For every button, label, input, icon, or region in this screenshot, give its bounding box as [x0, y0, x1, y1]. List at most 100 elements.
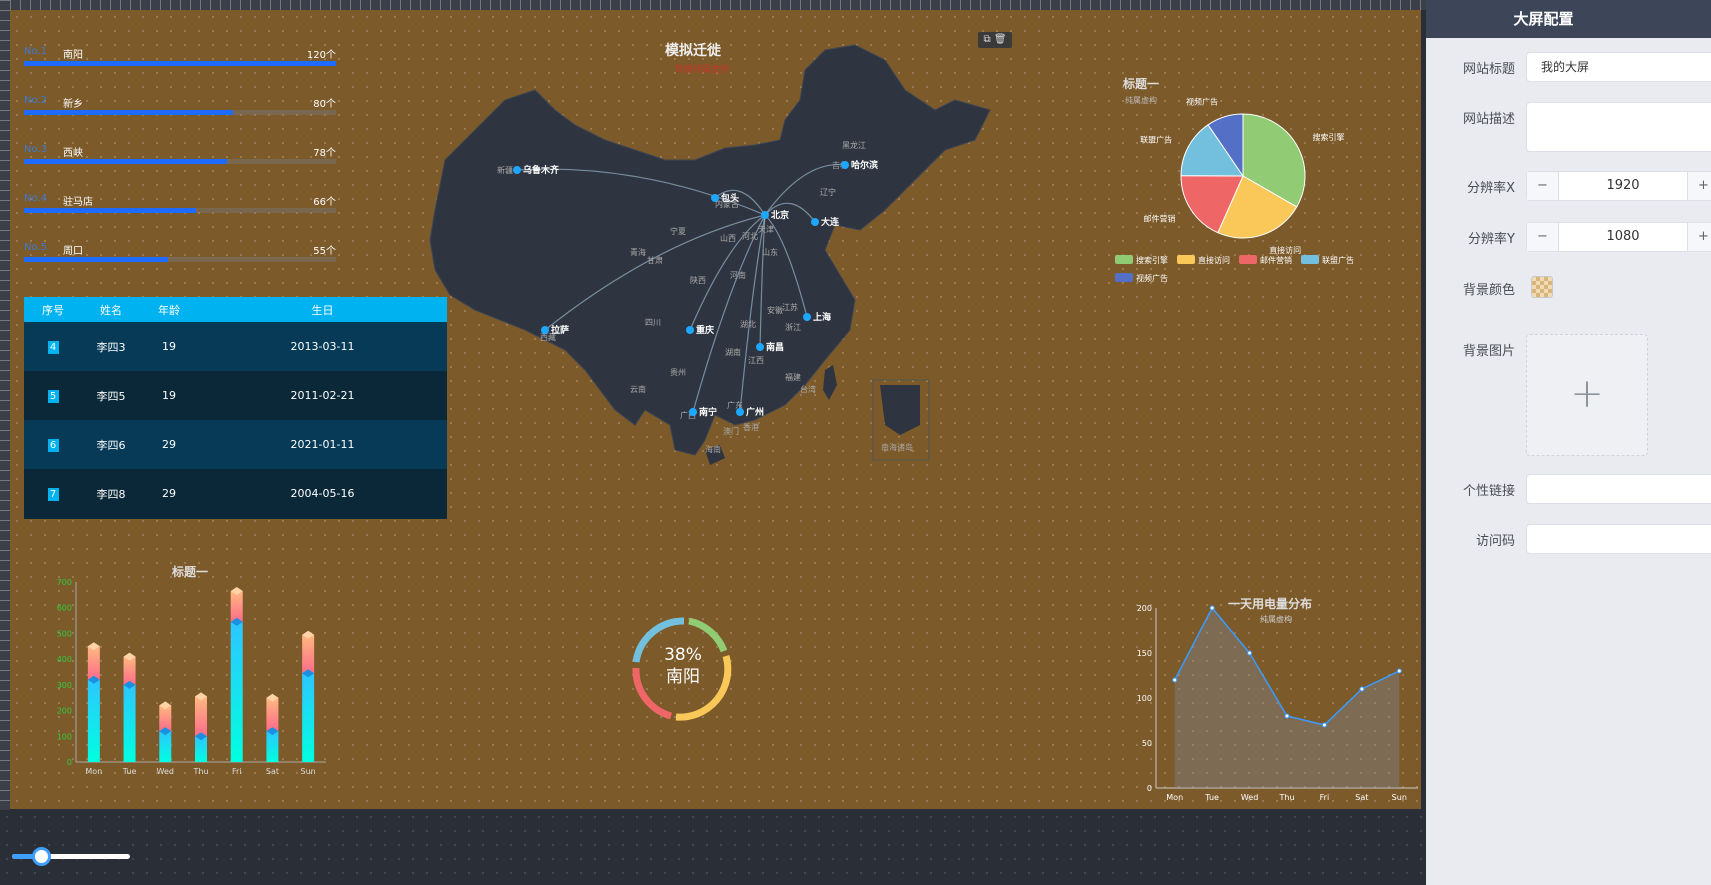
legend-label[interactable]: 视频广告 [1136, 273, 1168, 283]
area-chart-title: 一天用电量分布 [1228, 596, 1312, 611]
bar-upper[interactable] [159, 705, 172, 732]
area-point[interactable] [1396, 668, 1402, 674]
bar-lower[interactable] [123, 684, 136, 762]
area-point[interactable] [1209, 605, 1215, 611]
access-code-label: 访问码 [1475, 534, 1515, 549]
legend-swatch[interactable] [1177, 255, 1195, 264]
res-x-value[interactable]: 1920 [1606, 178, 1640, 193]
area-point[interactable] [1247, 650, 1253, 656]
bar-lower[interactable] [87, 679, 100, 762]
col-header-index: 序号 [42, 303, 64, 317]
bar-x-tick-label: Sun [301, 767, 316, 776]
city-marker[interactable] [689, 408, 697, 416]
res-x-stepper[interactable]: − 1920 + [1526, 171, 1711, 201]
pie-slice[interactable] [1180, 175, 1244, 234]
res-y-value[interactable]: 1080 [1606, 229, 1640, 244]
zoom-slider-track[interactable] [12, 854, 130, 859]
ranking-item: No.3 西峡 78个 [24, 128, 336, 177]
city-marker[interactable] [761, 211, 769, 219]
map-subtitle: 数据纯属虚构 [675, 65, 730, 75]
legend-swatch[interactable] [1115, 255, 1133, 264]
pie-slice[interactable] [1207, 113, 1244, 178]
legend-swatch[interactable] [1239, 255, 1257, 264]
bg-color-picker[interactable] [1531, 276, 1553, 298]
legend-label[interactable]: 直接访问 [1198, 255, 1230, 265]
area-point[interactable] [1172, 677, 1178, 683]
area-point[interactable] [1359, 686, 1365, 692]
city-marker[interactable] [841, 161, 849, 169]
city-marker[interactable] [686, 326, 694, 334]
city-marker[interactable] [803, 313, 811, 321]
ranking-item: No.1 南阳 120个 [24, 30, 336, 79]
copy-icon[interactable]: ⧉ [983, 34, 991, 45]
city-marker[interactable] [756, 343, 764, 351]
area-x-tick-label: Wed [1241, 793, 1258, 802]
map-toolbar[interactable]: ⧉ 🗑 [978, 32, 1012, 48]
bar-upper[interactable] [230, 591, 243, 622]
area-point[interactable] [1284, 713, 1290, 719]
map-title: 模拟迁徙 [665, 43, 721, 59]
bar-lower[interactable] [230, 621, 243, 762]
res-x-increment-button[interactable]: + [1687, 172, 1711, 200]
bar-chart[interactable]: 标题一 0 100 200 300 400 500 600 700 Mon Tue Wed Thu Fr… [30, 560, 350, 790]
area-x-tick-label: Thu [1278, 793, 1294, 802]
pie-slice[interactable] [1242, 113, 1306, 208]
area-x-tick-label: Mon [1166, 793, 1183, 802]
area-point[interactable] [1321, 722, 1327, 728]
table-row[interactable]: 5 李四5 19 2011-02-21 [24, 371, 447, 420]
city-marker[interactable] [811, 218, 819, 226]
legend-swatch[interactable] [1301, 255, 1319, 264]
link-label: 个性链接 [1462, 484, 1515, 499]
province-label: 云南 [630, 384, 646, 394]
legend-label[interactable]: 邮件营销 [1260, 255, 1292, 265]
access-code-input[interactable] [1526, 524, 1711, 554]
cell-birthday: 2013-03-11 [290, 340, 355, 353]
screen-canvas[interactable]: No.1 南阳 120个 No.2 新乡 80个 No.3 西峡 78个 No.4 驻马店 66个 No… [10, 10, 1421, 809]
site-title-input[interactable]: 我的大屏 [1526, 52, 1711, 82]
bar-upper[interactable] [195, 696, 207, 737]
index-badge: 6 [47, 438, 59, 452]
city-marker[interactable] [541, 326, 549, 334]
delete-icon[interactable]: 🗑 [993, 34, 1007, 45]
legend-swatch[interactable] [1115, 273, 1133, 282]
pie-slice[interactable] [1217, 175, 1298, 239]
bar-lower-cap [302, 669, 315, 678]
city-marker[interactable] [513, 166, 521, 174]
bar-lower[interactable] [159, 731, 172, 762]
table-row[interactable]: 6 李四6 29 2021-01-11 [24, 420, 447, 469]
bar-upper-cap [159, 701, 172, 710]
res-y-increment-button[interactable]: + [1687, 223, 1711, 251]
pie-slice[interactable] [1180, 124, 1244, 177]
table-row[interactable]: 7 李四8 29 2004-05-16 [24, 469, 447, 518]
site-desc-textarea[interactable] [1526, 102, 1711, 152]
bar-lower[interactable] [302, 673, 315, 762]
bar-upper[interactable] [302, 634, 315, 674]
city-marker[interactable] [711, 194, 719, 202]
legend-label[interactable]: 联盟广告 [1322, 255, 1354, 265]
data-table[interactable]: 序号 姓名 年龄 生日 4 李四3 19 2013-03-11 5 李四5 19 2011-0… [24, 297, 447, 519]
bar-lower[interactable] [195, 736, 207, 762]
area-chart[interactable]: 一天用电量分布 纯属虚构 0 50 100 150 200 Mon Tue Wed Thu Fri… [1118, 588, 1421, 809]
city-marker[interactable] [736, 408, 744, 416]
bar-lower-cap [195, 732, 207, 741]
china-migration-map[interactable]: 南海诸岛 新疆内蒙古黑龙江吉林辽宁青海甘肃宁夏山西 河北天津山东陕西河南西藏四川湖… [405, 30, 1025, 510]
city-label: 北京 [771, 209, 789, 221]
link-input[interactable] [1526, 474, 1711, 504]
res-y-stepper[interactable]: − 1080 + [1526, 222, 1711, 252]
cell-name: 李四6 [96, 438, 126, 452]
res-x-decrement-button[interactable]: − [1527, 172, 1559, 200]
ranking-value: 120个 [306, 50, 336, 61]
bar-upper[interactable] [266, 697, 279, 732]
area-y-tick-label: 100 [1137, 694, 1152, 703]
legend-label[interactable]: 搜索引擎 [1136, 255, 1168, 265]
bar-upper[interactable] [87, 646, 100, 680]
bar-lower[interactable] [266, 731, 279, 762]
bar-upper[interactable] [123, 656, 136, 685]
zoom-slider-fill [12, 854, 42, 859]
res-y-decrement-button[interactable]: − [1527, 223, 1559, 251]
table-row[interactable]: 4 李四3 19 2013-03-11 [24, 322, 447, 371]
zoom-slider-handle[interactable] [31, 847, 51, 866]
bg-image-upload[interactable]: + [1526, 334, 1648, 456]
ranking-list[interactable]: No.1 南阳 120个 No.2 新乡 80个 No.3 西峡 78个 No.4 驻马店 66个 No… [24, 30, 336, 275]
